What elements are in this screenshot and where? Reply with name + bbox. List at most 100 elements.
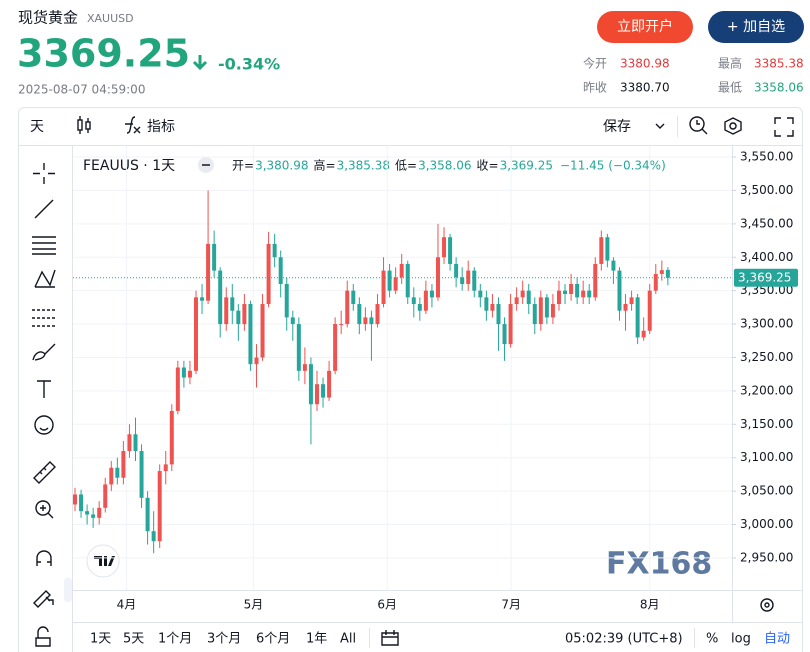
watermark: FX168	[606, 547, 712, 582]
fullscreen-icon[interactable]	[774, 117, 794, 137]
candle-body	[333, 324, 338, 371]
candle-body	[363, 317, 368, 325]
x-tick-label: 4月	[117, 598, 137, 612]
range[interactable]: 5天	[123, 632, 144, 647]
y-tick-label: 3,250.00	[740, 350, 793, 364]
candle-body	[417, 304, 422, 311]
candle-body	[72, 494, 77, 505]
candle-body	[508, 304, 513, 345]
watchlist-button[interactable]	[708, 11, 804, 43]
draw-lock-tool[interactable]	[33, 590, 54, 608]
candle-body	[181, 367, 186, 378]
candle-body	[387, 270, 392, 291]
magnet-tool[interactable]	[36, 550, 52, 566]
candle-body	[478, 290, 483, 298]
percent-toggle[interactable]: %	[706, 632, 718, 647]
legend-value: 3,369.25	[500, 159, 553, 173]
candle-body	[544, 297, 549, 318]
crosshair-tool[interactable]	[33, 163, 55, 184]
candle-body	[569, 283, 574, 294]
candle-body	[175, 367, 180, 411]
candle-body	[357, 304, 362, 325]
settings-icon[interactable]	[724, 117, 742, 135]
candle-body	[218, 270, 223, 325]
lock-tool[interactable]	[35, 626, 51, 647]
candle-body	[327, 370, 332, 398]
indicators[interactable]: 指标	[147, 119, 175, 135]
axis-settings[interactable]	[760, 598, 774, 612]
candle-body	[296, 324, 301, 371]
range[interactable]: 6个月	[256, 632, 290, 647]
range[interactable]: 1个月	[158, 632, 192, 647]
trend-line-tool[interactable]	[34, 199, 54, 219]
timestamp: 2025-08-07 04:59:00	[18, 83, 145, 97]
candle-body	[290, 317, 295, 325]
candle-body	[520, 290, 525, 298]
candle-body	[121, 451, 126, 478]
candle-body	[405, 263, 410, 298]
candle-body	[411, 297, 416, 305]
candle-body	[163, 464, 168, 472]
candle-type-icon[interactable]	[77, 116, 91, 134]
y-tick-label: 3,100.00	[740, 450, 793, 464]
legend-label: 高=	[314, 158, 336, 173]
candle-body	[629, 297, 634, 305]
range[interactable]: 1天	[90, 632, 111, 647]
stat-value: 3380.98	[620, 57, 670, 71]
save[interactable]: 保存	[603, 119, 631, 135]
candle-body	[302, 364, 307, 371]
sidebar-toggle[interactable]	[64, 578, 72, 602]
save-menu-icon[interactable]	[655, 123, 665, 129]
chart-frame	[18, 107, 803, 652]
legend-value: 3,380.98	[255, 159, 308, 173]
y-tick-label: 3,500.00	[740, 183, 793, 197]
log-toggle[interactable]: log	[731, 632, 751, 647]
alert-icon[interactable]	[689, 116, 708, 135]
pattern-tool[interactable]	[34, 269, 56, 288]
candle-body	[647, 290, 652, 331]
candle-body	[605, 237, 610, 261]
symbol: XAUUSD	[87, 12, 134, 25]
ruler-tool[interactable]	[33, 461, 56, 484]
legend-change: −11.45 (−0.34%)	[560, 159, 666, 173]
candle-body	[538, 297, 543, 325]
range[interactable]: 1年	[306, 632, 327, 647]
candle-body	[85, 511, 90, 515]
candle-body	[187, 370, 192, 378]
brush-tool[interactable]	[32, 343, 56, 361]
date-range-icon[interactable]	[381, 630, 399, 646]
candle-body	[91, 514, 96, 518]
candle-body	[308, 364, 313, 405]
zoom-tool[interactable]	[35, 500, 54, 519]
y-tick-label: 3,450.00	[740, 216, 793, 230]
x-tick-label: 6月	[377, 598, 397, 612]
x-tick-label: 8月	[640, 598, 660, 612]
range[interactable]: All	[340, 632, 356, 647]
projection-tool[interactable]	[32, 309, 56, 327]
y-tick-label: 3,200.00	[740, 383, 793, 397]
candle-body	[484, 297, 489, 311]
candle-body	[224, 297, 229, 325]
candle-body	[514, 297, 519, 305]
candle-body	[423, 290, 428, 311]
interval[interactable]: 天	[30, 119, 44, 135]
auto-toggle[interactable]: 自动	[764, 632, 790, 647]
y-tick-label: 3,300.00	[740, 317, 793, 331]
open-account-button[interactable]	[597, 11, 693, 43]
candle-body	[321, 384, 326, 398]
fib-tool[interactable]	[32, 236, 56, 255]
candle-body	[109, 467, 114, 485]
candle-body	[448, 237, 453, 264]
candle-body	[466, 270, 471, 284]
candle-body	[351, 290, 356, 305]
candle-body	[278, 257, 283, 284]
candle-body	[242, 304, 247, 325]
x-tick-label: 7月	[501, 598, 521, 612]
text-tool[interactable]	[37, 380, 51, 398]
candle-body	[442, 237, 447, 258]
y-tick-label: 3,150.00	[740, 417, 793, 431]
range[interactable]: 3个月	[207, 632, 241, 647]
candle-body	[435, 257, 440, 298]
fx-icon[interactable]	[125, 116, 141, 134]
emoji-tool[interactable]	[34, 415, 54, 435]
